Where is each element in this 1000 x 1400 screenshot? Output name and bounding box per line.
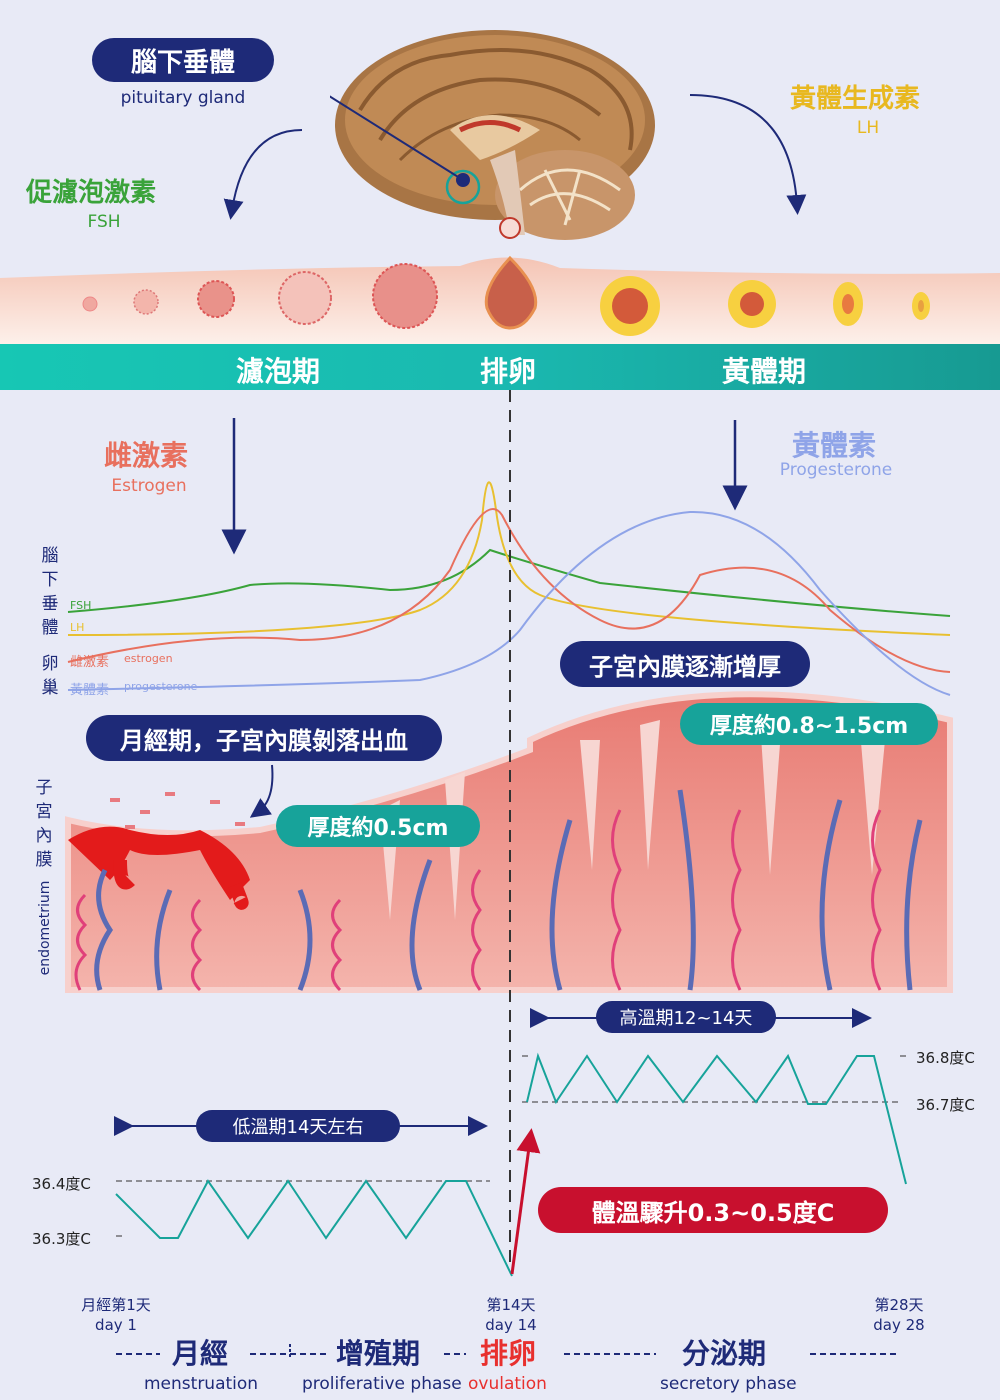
legend-fsh: FSH bbox=[70, 599, 92, 612]
bottom-ovulation-en: ovulation bbox=[468, 1374, 547, 1394]
bottom-secretory-zh: 分泌期 bbox=[682, 1337, 767, 1370]
day14-zh: 第14天 bbox=[486, 1296, 536, 1314]
bottom-menstruation-zh: 月經 bbox=[172, 1337, 229, 1370]
legend-estrogen-zh: 雌激素 bbox=[70, 655, 110, 670]
endometrium-illustration bbox=[65, 691, 953, 993]
hormone-arrows bbox=[223, 94, 807, 220]
lh-label: 黃體生成素 bbox=[790, 84, 921, 114]
vchar: 子 bbox=[35, 778, 53, 798]
day28-en: day 28 bbox=[873, 1316, 925, 1334]
legend-estrogen-en: estrogen bbox=[124, 652, 173, 665]
high-temp-label: 高溫期12~14天 bbox=[596, 1001, 776, 1033]
day1-zh: 月經第1天 bbox=[81, 1296, 151, 1314]
bottom-menstruation-en: menstruation bbox=[144, 1374, 259, 1394]
day1-en: day 1 bbox=[95, 1316, 137, 1334]
thickness-late-callout: 厚度約0.8~1.5cm bbox=[680, 703, 938, 745]
temp-36-3: 36.3度C bbox=[32, 1230, 91, 1248]
day28-zh: 第28天 bbox=[874, 1296, 924, 1314]
thickening-callout: 子宮內膜逐漸增厚 bbox=[560, 641, 810, 687]
lh-label-en: LH bbox=[856, 118, 880, 138]
pituitary-vertical-label: 腦 下 垂 體 bbox=[40, 544, 60, 640]
menstruation-callout: 月經期，子宮內膜剝落出血 bbox=[86, 715, 442, 761]
phase-ovulation: 排卵 bbox=[480, 355, 537, 388]
vchar: 巢 bbox=[41, 678, 59, 698]
legend-progesterone-zh: 黃體素 bbox=[70, 683, 110, 698]
day14-en: day 14 bbox=[485, 1316, 537, 1334]
pituitary-label: 腦下垂體 bbox=[92, 38, 274, 82]
pituitary-label-en: pituitary gland bbox=[120, 88, 246, 108]
vchar: 體 bbox=[41, 618, 59, 638]
legend-lh: LH bbox=[70, 621, 85, 634]
uterus-vertical-label: 子 宮 內 膜 bbox=[34, 776, 54, 872]
estrogen-label-en: Estrogen bbox=[111, 476, 187, 496]
ovary-follicle-band bbox=[0, 255, 1000, 344]
estrogen-label: 雌激素 bbox=[104, 439, 189, 472]
fsh-label: 促濾泡激素 bbox=[26, 178, 157, 208]
menstruation-arrow bbox=[249, 764, 274, 818]
ovulation-divider bbox=[509, 390, 511, 1270]
temp-36-7: 36.7度C bbox=[916, 1096, 975, 1114]
bottom-phase-dashes bbox=[116, 1344, 898, 1358]
temp-36-8: 36.8度C bbox=[916, 1049, 975, 1067]
vchar: 內 bbox=[35, 826, 53, 846]
progesterone-label: 黃體素 bbox=[792, 429, 877, 462]
bottom-proliferative-zh: 增殖期 bbox=[336, 1337, 421, 1370]
vchar: 下 bbox=[41, 570, 59, 590]
brain-illustration bbox=[330, 30, 655, 240]
vchar: 宮 bbox=[35, 802, 53, 822]
progesterone-label-en: Progesterone bbox=[779, 460, 893, 480]
ovary-vertical-label: 卵 巢 bbox=[40, 652, 60, 700]
vchar: 膜 bbox=[35, 850, 53, 870]
temperature-chart bbox=[114, 1008, 907, 1277]
vchar: 腦 bbox=[41, 546, 59, 566]
bottom-secretory-en: secretory phase bbox=[660, 1374, 797, 1394]
bottom-proliferative-en: proliferative phase bbox=[302, 1374, 462, 1394]
phase-follicular: 濾泡期 bbox=[236, 355, 321, 388]
low-temp-label: 低溫期14天左右 bbox=[196, 1110, 400, 1142]
vchar: 卵 bbox=[41, 654, 59, 674]
phase-luteal: 黃體期 bbox=[722, 355, 807, 388]
hormone-curves bbox=[67, 418, 951, 696]
fsh-label-en: FSH bbox=[87, 212, 121, 232]
thickness-early-callout: 厚度約0.5cm bbox=[276, 805, 480, 847]
temp-rise-callout: 體溫驟升0.3~0.5度C bbox=[538, 1187, 888, 1233]
legend-progesterone-en: progesterone bbox=[124, 680, 198, 693]
bottom-ovulation-zh: 排卵 bbox=[480, 1337, 537, 1370]
phase-bar bbox=[0, 344, 1000, 390]
temp-36-4: 36.4度C bbox=[32, 1175, 91, 1193]
vchar: 垂 bbox=[41, 594, 59, 614]
